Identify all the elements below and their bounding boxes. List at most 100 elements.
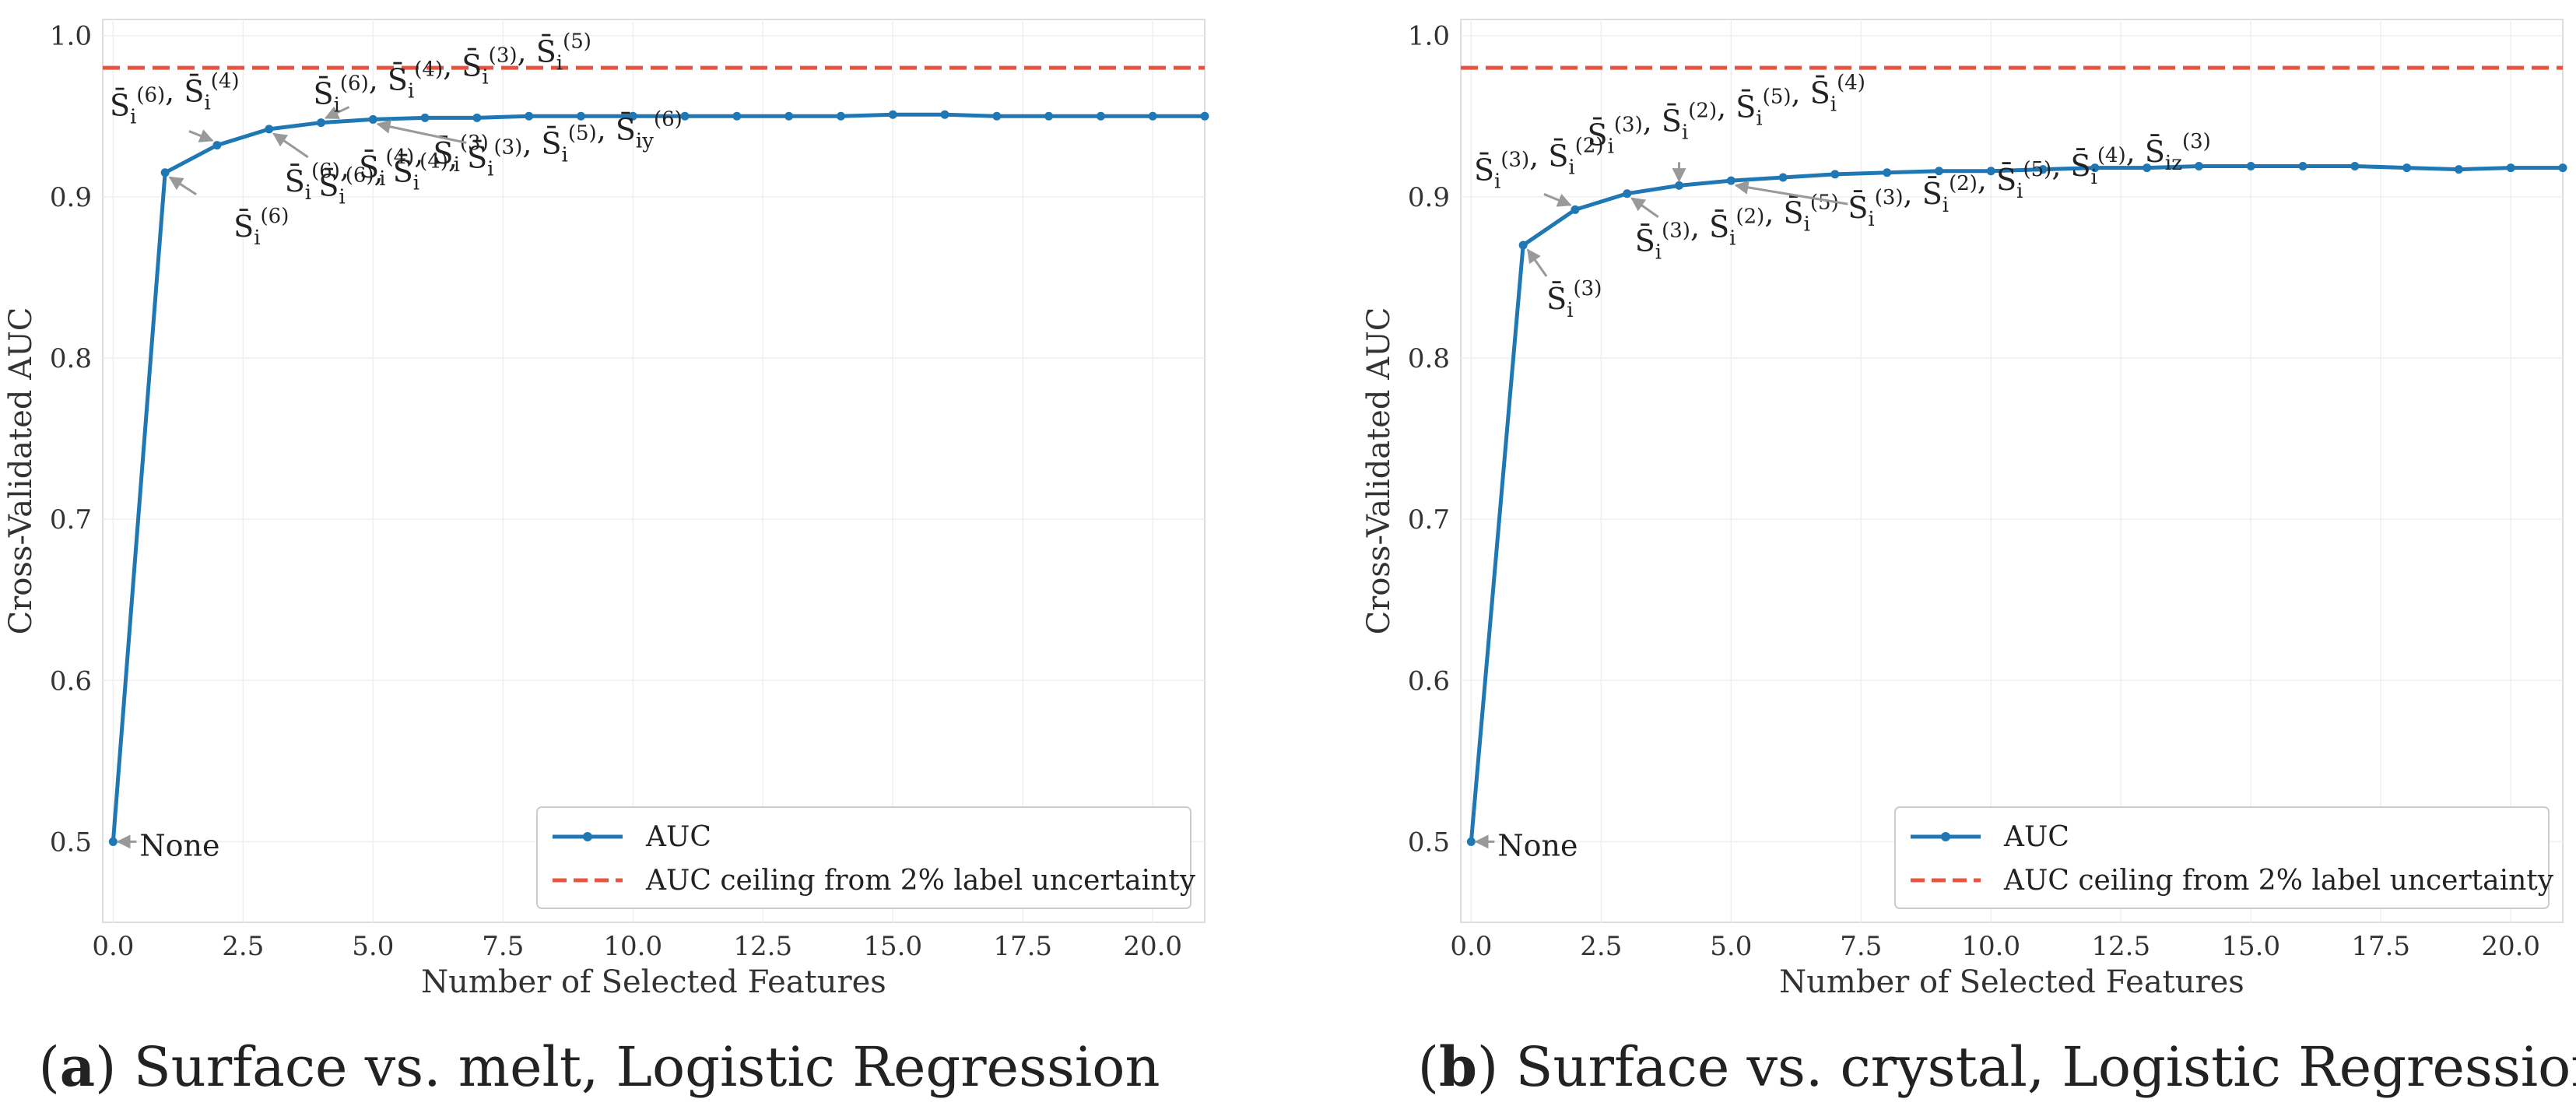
ann-sep: , bbox=[369, 63, 388, 97]
legend-label-ceiling: AUC ceiling from 2% label uncertainty bbox=[2003, 865, 2554, 897]
ann-sep: , bbox=[1764, 196, 1783, 230]
ann-superscript: (4) bbox=[1837, 71, 1865, 94]
annotation-arrow bbox=[1526, 248, 1548, 277]
caption-label: b bbox=[1439, 1034, 1477, 1099]
auc-point bbox=[2194, 162, 2203, 170]
auc-point bbox=[2350, 162, 2360, 170]
x-tick-label: 5.0 bbox=[1710, 931, 1752, 962]
ann-superscript: (6) bbox=[654, 107, 683, 131]
ann-sep: , bbox=[1904, 177, 1922, 211]
ann-symbol: S̄ bbox=[1996, 163, 2016, 197]
annotation-arrow bbox=[1734, 180, 1848, 205]
legend-swatch-auc-point bbox=[583, 832, 592, 841]
ann-superscript: (3) bbox=[2182, 130, 2211, 153]
ann-subscript: i bbox=[204, 92, 210, 115]
ann-subscript: i bbox=[254, 226, 260, 250]
auc-point bbox=[732, 111, 742, 121]
auc-point bbox=[420, 113, 430, 122]
annotation-label: S̄i(6), S̄i(4), S̄i(3), S̄i(5) bbox=[314, 30, 591, 118]
ann-symbol: S̄ bbox=[388, 63, 408, 97]
ann-superscript: (3) bbox=[1574, 277, 1602, 300]
auc-point bbox=[265, 125, 274, 134]
panel-caption: (b) Surface vs. crystal, Logistic Regres… bbox=[1418, 1034, 2576, 1099]
ann-superscript: (3) bbox=[1500, 148, 1529, 171]
ann-symbol: S̄ bbox=[2145, 135, 2165, 169]
ann-symbol: S̄ bbox=[318, 168, 339, 202]
annotation-label: None bbox=[1497, 828, 1578, 862]
ann-symbol: S̄ bbox=[359, 150, 379, 184]
ann-superscript: (2) bbox=[1688, 99, 1717, 122]
caption-text: Surface vs. crystal, Logistic Regression bbox=[1515, 1035, 2576, 1099]
auc-point bbox=[1830, 170, 1840, 179]
annotation-label: S̄i(6), S̄i(4), S̄i(3) bbox=[285, 132, 489, 205]
ann-subscript: i bbox=[1494, 170, 1500, 193]
auc-point bbox=[1726, 176, 1735, 185]
caption-paren-open: ( bbox=[38, 1035, 59, 1099]
ann-symbol: S̄ bbox=[184, 75, 204, 109]
x-tick-label: 20.0 bbox=[1123, 931, 1182, 962]
ann-sep: , bbox=[165, 75, 184, 109]
auc-point bbox=[2558, 163, 2567, 173]
ann-superscript: (5) bbox=[1810, 191, 1839, 215]
ann-sep: , bbox=[522, 126, 541, 160]
y-tick-label: 0.8 bbox=[50, 343, 92, 374]
auc-point bbox=[472, 113, 482, 122]
ann-subscript: i bbox=[1682, 121, 1688, 144]
ann-subscript: i bbox=[334, 94, 340, 118]
auc-point bbox=[1096, 111, 1105, 121]
ann-superscript: (6) bbox=[340, 72, 369, 96]
ann-symbol: S̄ bbox=[110, 89, 130, 123]
y-tick-label: 0.7 bbox=[50, 504, 92, 535]
annotation-label: S̄i(3), S̄i(2) bbox=[1474, 134, 1604, 193]
ann-symbol: S̄ bbox=[393, 154, 413, 188]
ann-symbol: S̄ bbox=[233, 209, 254, 244]
x-tick-label: 12.5 bbox=[2091, 931, 2150, 962]
ann-symbol: S̄ bbox=[536, 35, 556, 69]
ann-subscript: i bbox=[487, 157, 493, 181]
annotation-arrow bbox=[1543, 193, 1572, 207]
auc-point bbox=[2298, 162, 2308, 170]
caption-paren-close: ) bbox=[1477, 1035, 1516, 1099]
annotation-label: S̄i(6) bbox=[233, 205, 289, 250]
ann-text: None bbox=[1497, 828, 1578, 862]
auc-point bbox=[160, 168, 170, 177]
auc-point bbox=[2402, 163, 2412, 173]
ann-subscript: i bbox=[1943, 194, 1949, 217]
ann-subscript: i bbox=[1608, 135, 1614, 158]
ann-sep: , bbox=[1717, 90, 1735, 124]
ann-superscript: (6) bbox=[136, 84, 165, 107]
legend-swatch-auc-point bbox=[1941, 832, 1950, 841]
auc-point bbox=[888, 110, 897, 119]
ann-subscript: i bbox=[413, 171, 419, 195]
x-tick-label: 7.5 bbox=[482, 931, 524, 962]
annotation-label: S̄i(6), S̄i(4), S̄i(3), S̄i(5), S̄iy(6) bbox=[318, 107, 682, 209]
ann-symbol: S̄ bbox=[1548, 139, 1568, 173]
ann-subscript: i bbox=[130, 106, 136, 129]
auc-point bbox=[628, 111, 637, 121]
chart-panel-b: 0.0 2.5 5.0 7.5 10.0 12.5 15.0 17.5 20.0 0.5 0.6 0.… bbox=[1361, 19, 2576, 1099]
ann-subscript: i bbox=[1756, 107, 1762, 130]
plot-area bbox=[102, 19, 1206, 923]
chart-panel-a: 0.0 2.5 5.0 7.5 10.0 12.5 15.0 17.5 20.0 0.5 0.6 0.… bbox=[3, 19, 1209, 1099]
auc-point bbox=[2143, 163, 2152, 173]
ann-subscript: i bbox=[2016, 180, 2023, 203]
ann-symbol: S̄ bbox=[1546, 282, 1567, 316]
ann-subscript: i bbox=[1567, 299, 1573, 322]
auc-point bbox=[940, 110, 949, 119]
ann-subscript: iz bbox=[2165, 152, 2182, 175]
ann-superscript: (2) bbox=[1949, 172, 1978, 195]
annotation-arrow bbox=[324, 106, 350, 119]
ann-superscript: (4) bbox=[386, 146, 415, 169]
x-tick-label: 20.0 bbox=[2481, 931, 2540, 962]
ann-symbol: S̄ bbox=[1810, 75, 1830, 110]
auc-point bbox=[368, 114, 377, 124]
ann-sep: , bbox=[374, 154, 393, 188]
ann-symbol: S̄ bbox=[541, 126, 561, 160]
auc-point bbox=[1466, 837, 1476, 846]
auc-point bbox=[680, 111, 690, 121]
ann-sep: , bbox=[518, 35, 536, 69]
y-tick-label: 0.9 bbox=[50, 182, 92, 213]
plot-area bbox=[1460, 19, 2564, 923]
annotation-label: S̄i(6), S̄i(4) bbox=[110, 70, 240, 129]
